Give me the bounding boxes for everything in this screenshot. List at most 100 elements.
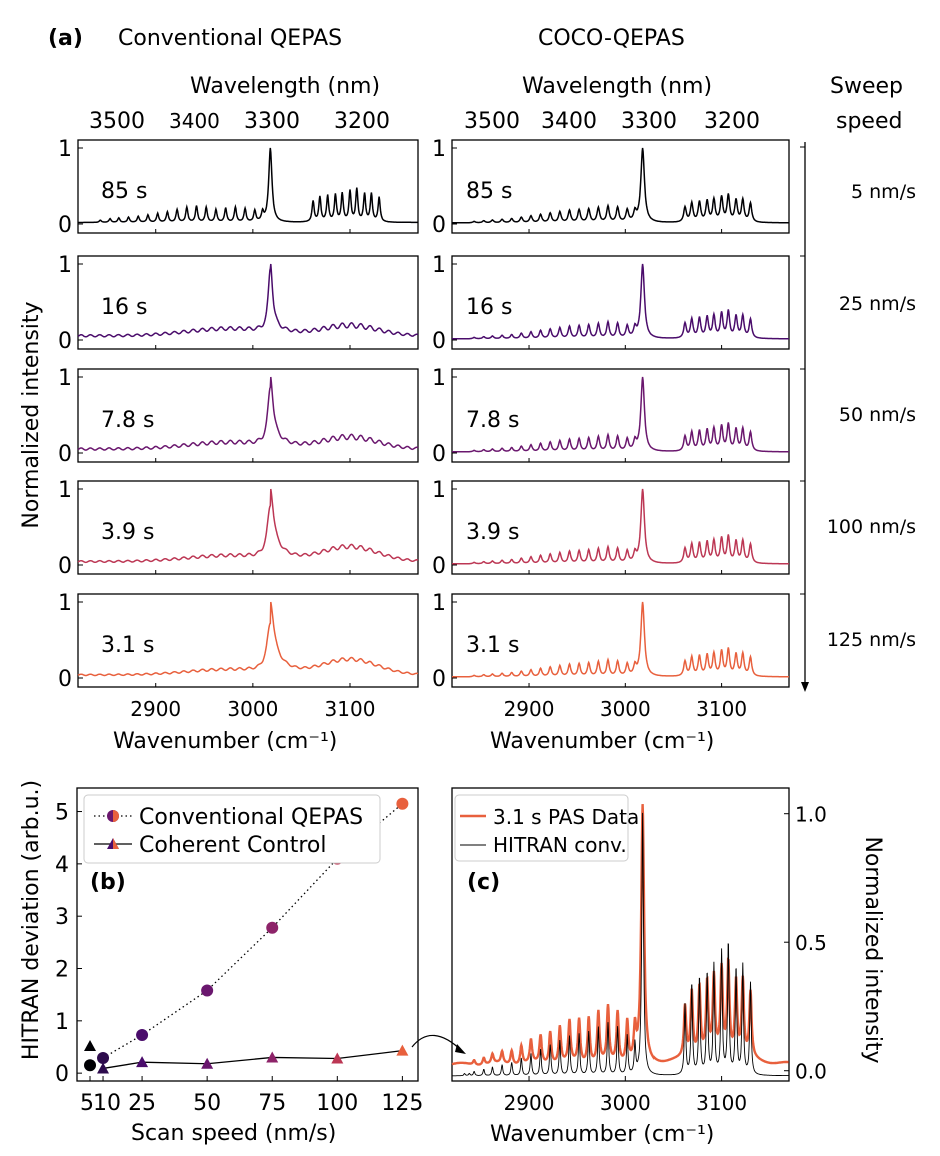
conventional-point — [97, 1051, 110, 1064]
sweep-speed-label-3: 50 nm/s — [839, 404, 916, 426]
left-column-title: Conventional QEPAS — [118, 26, 342, 51]
y-tick-label-0: 0 — [58, 554, 72, 579]
right-column-title: COCO-QEPAS — [538, 26, 685, 51]
panel-c-label: (c) — [467, 870, 500, 895]
left-spectrum-line-5 — [77, 601, 419, 677]
y-tick-label-0: 0 — [432, 554, 446, 579]
right-spectrum-line-4 — [452, 488, 789, 565]
x-tick-label: 3000 — [227, 697, 278, 721]
sweep-speed-label-5: 125 nm/s — [827, 629, 916, 651]
panel-b-xtick-label: 50 — [193, 1091, 221, 1116]
panel-b-legend: Conventional QEPAS Coherent Control — [83, 794, 381, 864]
right-top-tick-3400: 3400 — [541, 109, 597, 134]
legend-label-coherent: Coherent Control — [139, 833, 326, 858]
legend-marker-half-tri — [113, 838, 119, 849]
y-tick-label-1: 1 — [58, 137, 72, 162]
panel-b-ytick-label: 5 — [55, 801, 69, 826]
panel-b-label: (b) — [90, 870, 126, 895]
left-time-label-2: 16 s — [101, 295, 147, 320]
coherent-point — [201, 1057, 214, 1069]
right-time-label-5: 3.1 s — [466, 633, 519, 658]
panel-a-label: (a) — [48, 26, 83, 51]
y-tick-label-0: 0 — [58, 442, 72, 467]
panel-c-xtick-label: 3000 — [600, 1091, 651, 1115]
left-spectrum-panel-3: 1 0 7.8 s — [58, 366, 419, 467]
left-top-tick-3300: 3300 — [244, 109, 300, 134]
right-bottom-axis-label: Wavenumber (cm⁻¹) — [490, 729, 714, 754]
left-top-tick-3200: 3200 — [334, 109, 390, 134]
panel-b-ytick-label: 1 — [55, 1010, 69, 1035]
left-top-tick-3500: 3500 — [89, 109, 145, 134]
y-tick-label-0: 0 — [432, 442, 446, 467]
axes-frame — [77, 593, 419, 688]
left-time-label-3: 7.8 s — [101, 408, 154, 433]
right-spectrum-panel-4: 1 0 3.9 s — [432, 478, 790, 579]
x-tick-label: 2900 — [130, 697, 181, 721]
x-tick-label: 3100 — [696, 697, 747, 721]
y-tick-label-1: 1 — [432, 591, 446, 616]
conventional-point — [201, 984, 214, 997]
y-tick-label-1: 1 — [432, 137, 446, 162]
legend-label-conventional: Conventional QEPAS — [139, 805, 363, 830]
right-top-tick-3200: 3200 — [704, 109, 760, 134]
panel-c-frame — [451, 787, 790, 1082]
right-spectrum-panel-1: 1 0 85 s — [432, 137, 790, 238]
left-top-axis-label: Wavelength (nm) — [190, 74, 380, 99]
left-time-label-4: 3.9 s — [101, 520, 154, 545]
pas-data-line — [451, 804, 789, 1066]
y-tick-label-0: 0 — [58, 213, 72, 238]
axes-frame — [451, 139, 790, 234]
panel-c-ytick-label: 0.0 — [795, 1060, 827, 1084]
axes-frame — [451, 255, 790, 350]
sweep-speed-label-4: 100 nm/s — [827, 516, 916, 538]
panel-b-ytick-label: 0 — [55, 1062, 69, 1087]
left-spectrum-panel-5: 1 0 3.1 s 2900 3000 3100 — [58, 591, 419, 721]
legend-marker-half — [113, 810, 119, 822]
hitran-line — [452, 812, 789, 1077]
sweep-arrow-head — [801, 682, 809, 692]
conventional-point — [266, 921, 279, 934]
axes-frame — [77, 480, 419, 575]
panel-b-ylabel: HITRAN deviation (arb.u.) — [19, 780, 44, 1060]
panel-b-xtick-label: 125 — [381, 1091, 423, 1116]
axes-frame — [77, 139, 419, 234]
panel-c-ylabel: Normalized intensity — [860, 836, 885, 1063]
x-tick-label: 3000 — [600, 697, 651, 721]
left-spectrum-panel-4: 1 0 3.9 s — [58, 478, 419, 579]
panel-b-ytick-label: 4 — [55, 853, 69, 878]
connector-arrow-head — [455, 1044, 466, 1054]
left-spectrum-line-3 — [77, 376, 419, 451]
x-tick-label: 3100 — [325, 697, 376, 721]
panel-b-ytick-label: 2 — [55, 958, 69, 983]
coherent-series-line — [102, 1050, 403, 1070]
right-spectrum-panel-5: 1 0 3.1 s 2900 3000 3100 — [432, 591, 790, 721]
axes-frame — [451, 368, 790, 463]
legend-label-pas: 3.1 s PAS Data — [493, 805, 639, 829]
panel-b-xtick-label: 100 — [316, 1091, 358, 1116]
legend-frame — [83, 794, 381, 864]
left-spectrum-line-4 — [77, 488, 419, 564]
conventional-point — [84, 1059, 97, 1072]
y-tick-label-1: 1 — [432, 366, 446, 391]
right-spectrum-line-2 — [452, 263, 789, 340]
panel-c-ytick-label: 1.0 — [795, 803, 827, 827]
left-spectrum-panel-1: 1 0 85 s — [58, 137, 419, 238]
right-time-label-1: 85 s — [466, 179, 512, 204]
left-spectrum-line-2 — [77, 263, 419, 338]
left-top-tick-3400: 3400 — [169, 109, 220, 133]
panel-c-xtick-label: 2900 — [504, 1091, 555, 1115]
left-spectrum-panel-2: 1 0 16 s — [58, 253, 419, 354]
legend-label-hitran: HITRAN conv. — [493, 833, 627, 857]
axes-frame — [77, 368, 419, 463]
axes-frame — [451, 593, 790, 688]
right-time-label-4: 3.9 s — [466, 520, 519, 545]
right-time-label-3: 7.8 s — [466, 408, 519, 433]
panel-b-frame — [76, 787, 419, 1082]
coherent-point — [84, 1039, 97, 1051]
right-time-label-2: 16 s — [466, 295, 512, 320]
axes-frame — [451, 480, 790, 575]
sweep-title-line2: speed — [836, 109, 902, 134]
right-spectrum-panel-3: 1 0 7.8 s — [432, 366, 790, 467]
coherent-point — [97, 1062, 110, 1074]
